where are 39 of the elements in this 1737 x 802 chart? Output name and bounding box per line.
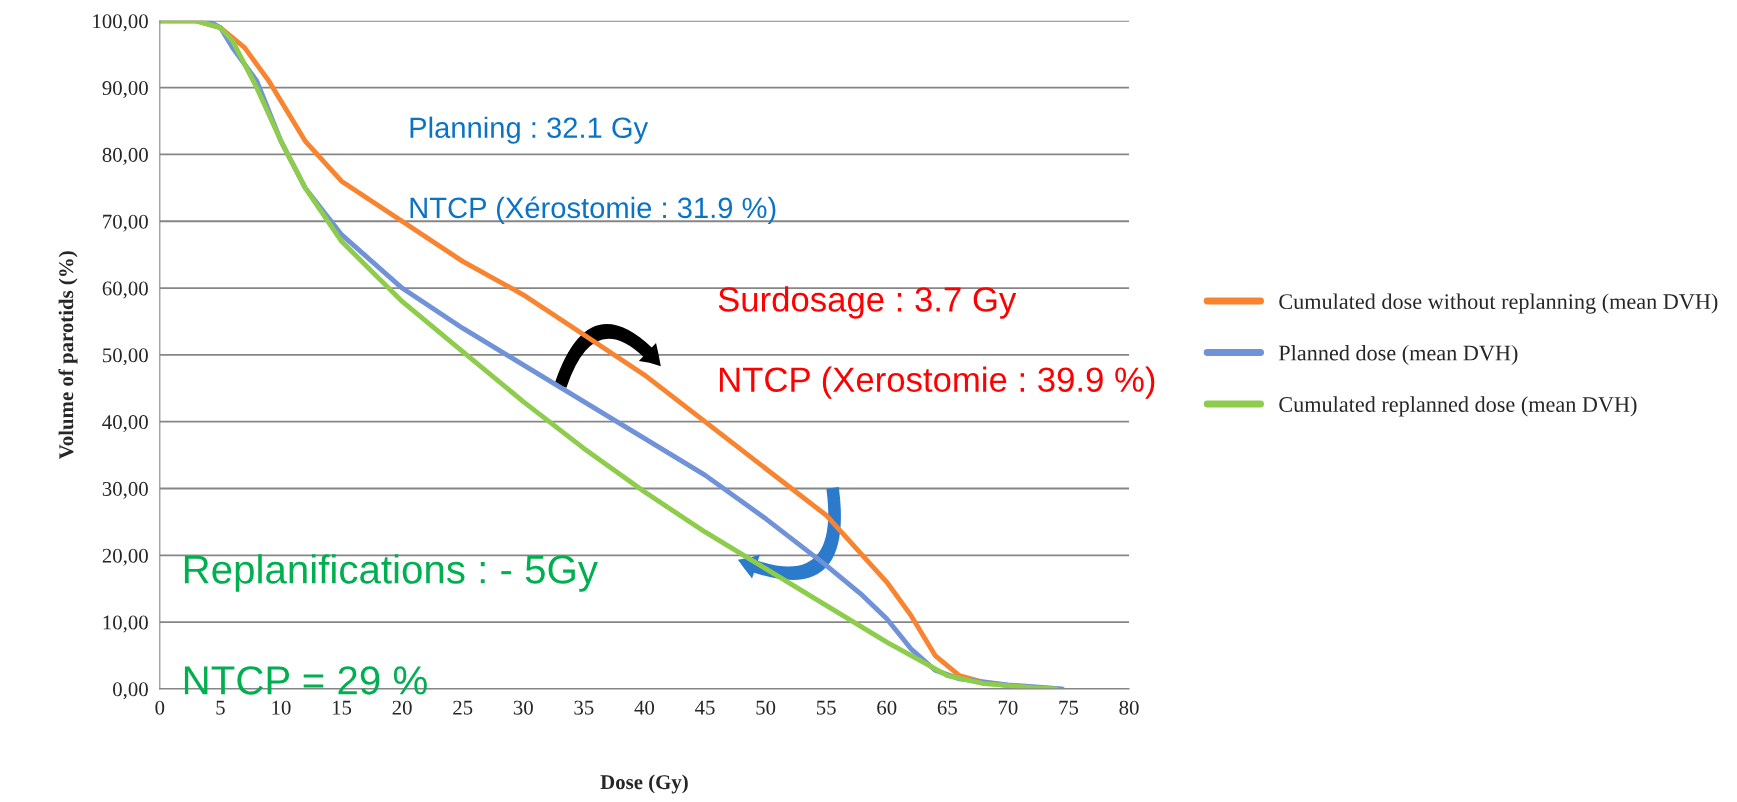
annotation: Replanifications : - 5Gy (184, 554, 598, 592)
x-tick-label: 15 (332, 700, 352, 715)
x-tick-label: 5 (216, 700, 225, 715)
annotation: Surdosage : 3.7 Gy (718, 286, 1017, 319)
y-tick-label: 90,00 (102, 81, 148, 99)
x-tick-label: 55 (816, 700, 836, 715)
x-tick-label: 35 (574, 700, 594, 715)
y-tick-label: 40,00 (102, 415, 148, 433)
x-tick-label: 65 (937, 700, 957, 715)
y-tick-label: 60,00 (102, 281, 148, 299)
annotation: NTCP (Xérostomie : 31.9 %) (410, 196, 776, 224)
x-tick-label: 40 (634, 700, 655, 715)
y-tick-label: 10,00 (103, 615, 148, 633)
legend-label: Planned dose (mean DVH) (1278, 344, 1518, 366)
x-axis-title: Dose (Gy) (600, 774, 688, 794)
y-tick-label: 0,00 (113, 682, 148, 700)
annotation: NTCP (Xerostomie : 39.9 %) (719, 366, 1155, 399)
x-tick-label: 80 (1119, 700, 1139, 715)
y-axis-title: Volume of parotids (%) (58, 251, 78, 460)
y-tick-label: 80,00 (102, 147, 148, 165)
x-tick-label: 45 (695, 700, 715, 715)
legend-label: Cumulated replanned dose (mean DVH) (1279, 396, 1637, 417)
y-tick-label: 70,00 (103, 214, 148, 232)
legend-label: Cumulated dose without replanning (mean DVH) (1279, 293, 1718, 314)
x-tick-label: 50 (756, 700, 776, 715)
x-tick-label: 0 (155, 700, 165, 715)
y-tick-label: 30,00 (102, 481, 148, 499)
y-tick-label: 50,00 (103, 348, 148, 366)
x-tick-label: 20 (392, 700, 412, 715)
x-tick-label: 10 (272, 700, 291, 715)
x-tick-label: 25 (453, 700, 473, 715)
x-tick-label: 75 (1059, 700, 1079, 715)
x-tick-label: 60 (877, 700, 897, 715)
x-tick-label: 30 (513, 700, 533, 715)
annotation: NTCP = 29 % (184, 666, 427, 695)
x-tick-label: 70 (998, 700, 1018, 715)
y-tick-label: 100,00 (93, 14, 148, 32)
y-tick-label: 20,00 (102, 548, 148, 566)
annotation: Planning : 32.1 Gy (410, 116, 649, 144)
